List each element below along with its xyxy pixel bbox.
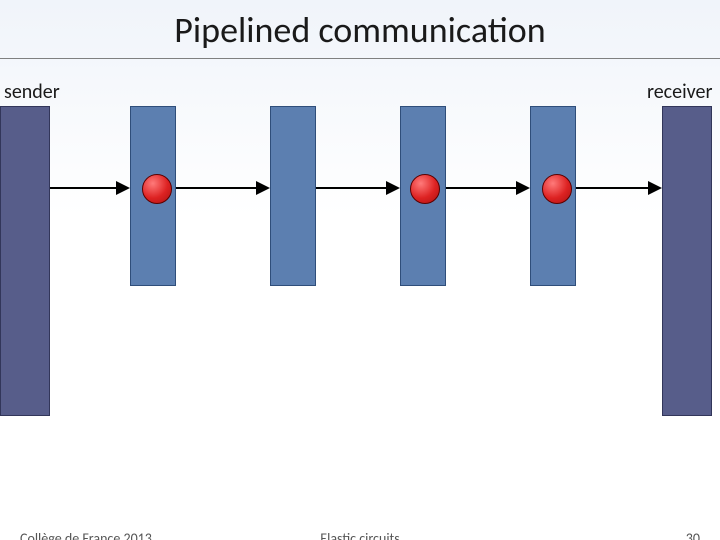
footer-center: Elastic circuits (0, 530, 720, 540)
receiver-block (662, 106, 712, 416)
title-underline (0, 58, 720, 59)
label-receiver: receiver (647, 80, 712, 104)
arrow-1-head (256, 181, 270, 195)
data-token-2 (542, 174, 572, 204)
arrow-1-line (176, 187, 256, 189)
footer-page: 30 (686, 530, 700, 540)
arrow-4-head (648, 181, 662, 195)
label-sender: sender (4, 80, 60, 104)
arrow-4-line (576, 187, 648, 189)
diagram-stage: sender receiver Data Data (0, 80, 720, 500)
slide-title: Pipelined communication (0, 0, 720, 58)
arrow-3-head (516, 181, 530, 195)
arrow-0-line (50, 187, 116, 189)
data-token-0 (142, 174, 172, 204)
sender-block (0, 106, 50, 416)
arrow-3-line (446, 187, 516, 189)
arrow-0-head (116, 181, 130, 195)
arrow-2-line (316, 187, 386, 189)
pipeline-stage-2 (270, 106, 316, 286)
data-token-1 (410, 174, 440, 204)
arrow-2-head (386, 181, 400, 195)
